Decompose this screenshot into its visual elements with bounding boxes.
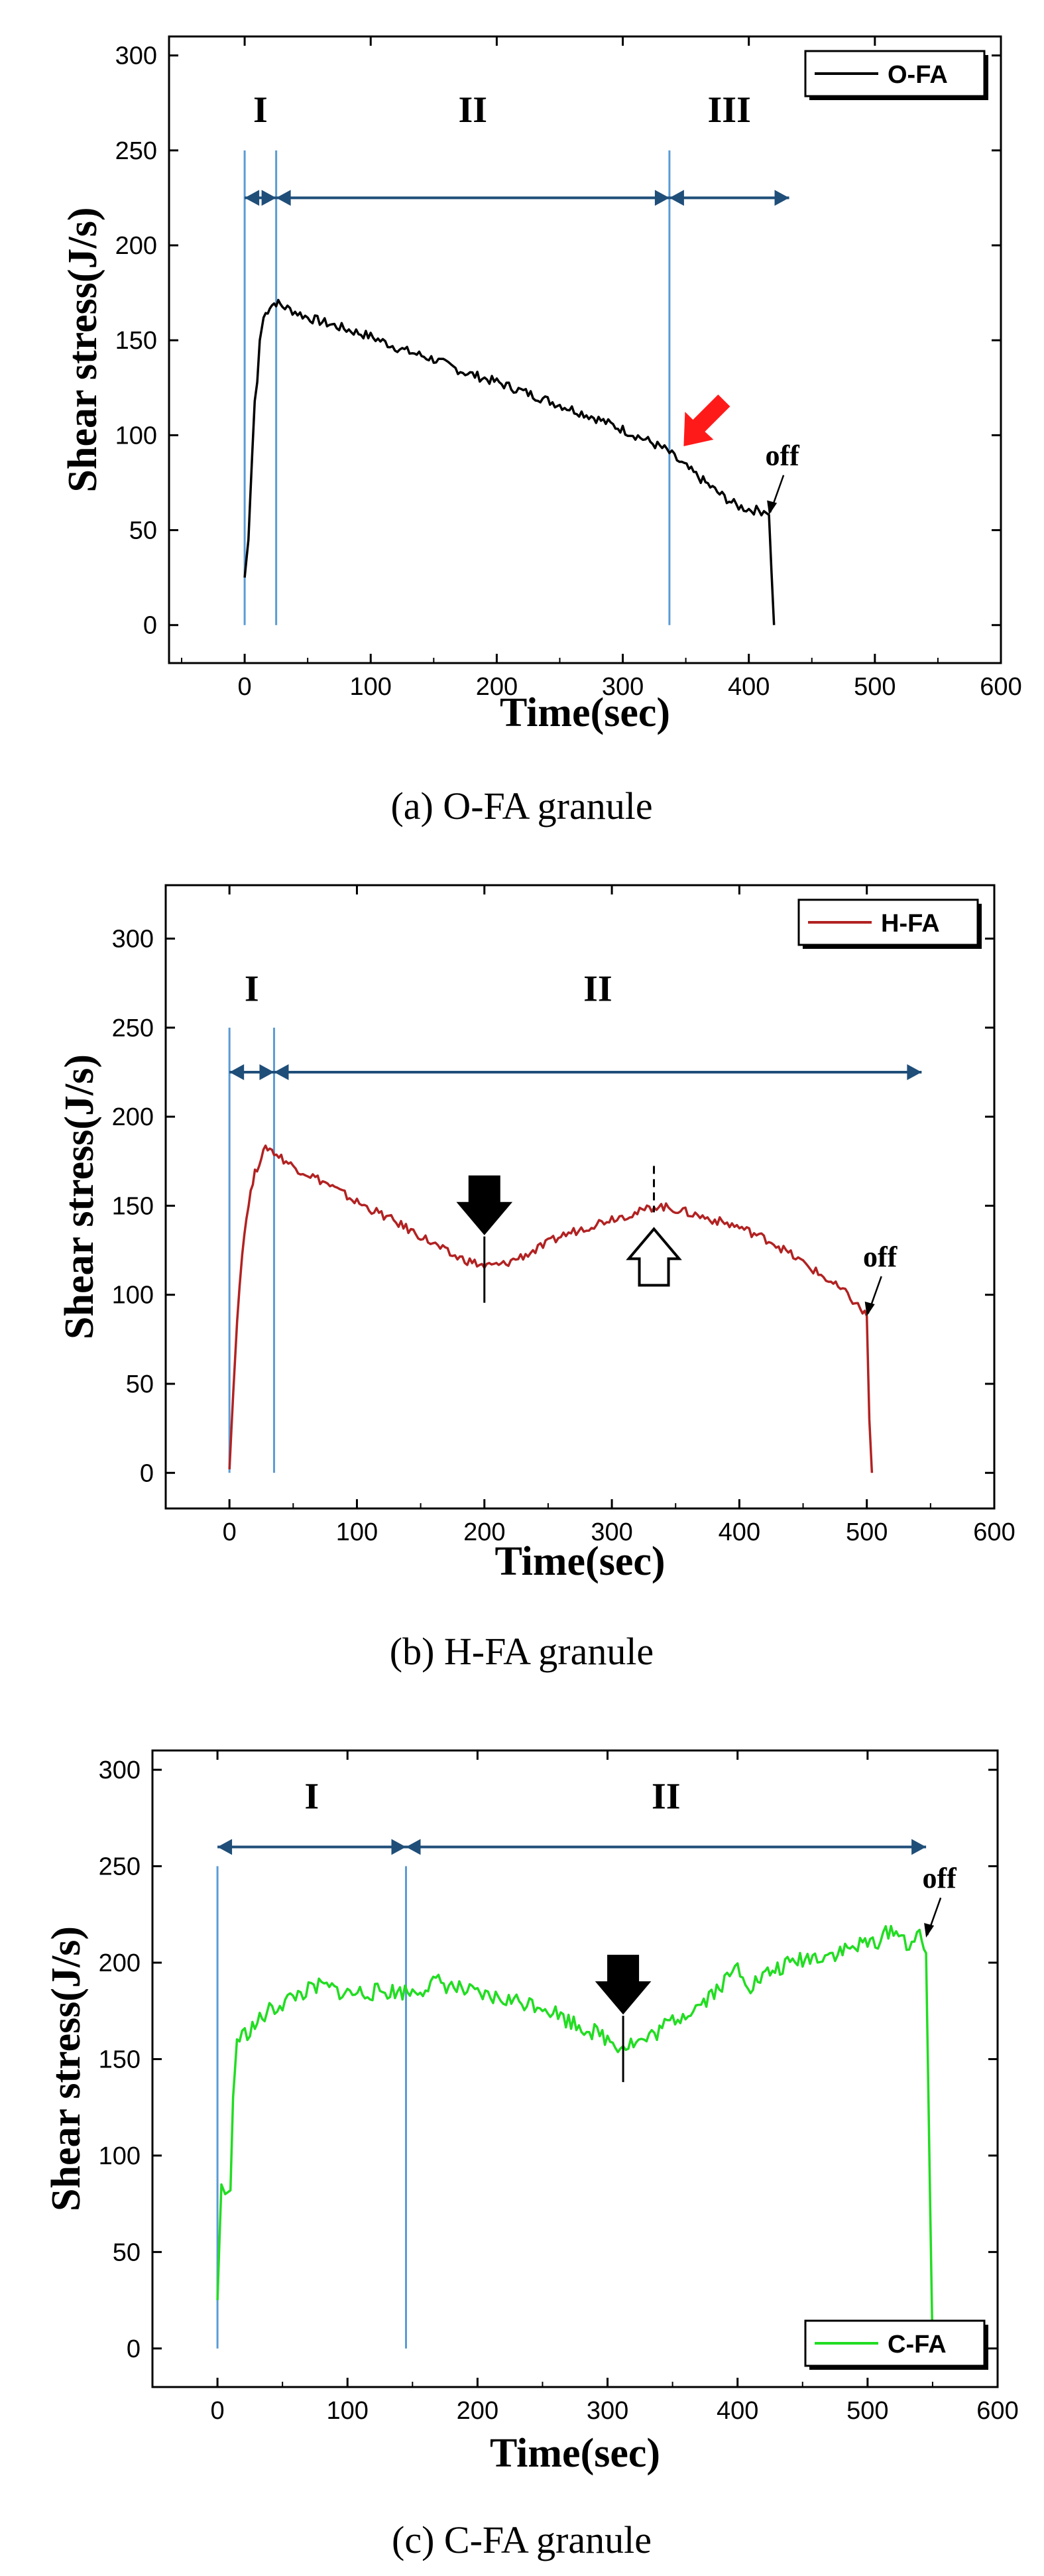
y-tick-label: 200 [99,1949,141,1977]
plot-frame [164,884,996,1510]
x-tick-label: 600 [973,1518,1015,1546]
x-tick-label: 100 [350,673,392,701]
off-pointer-head [767,500,778,515]
region-label: II [458,90,487,131]
region-arrow-head [259,1064,274,1080]
y-tick-label: 0 [127,2335,141,2363]
y-tick-label: 300 [115,42,157,70]
y-tick-label: 300 [99,1756,141,1784]
off-annotation-label: off [863,1241,898,1273]
white-arrow-up-icon [626,1227,682,1287]
y-tick-label: 150 [115,327,157,355]
y-tick-label: 50 [126,1371,154,1398]
y-axis-label: Shear stress(J/s) [60,208,105,493]
region-arrow-head [774,190,789,206]
legend-label: C-FA [888,2331,947,2359]
x-tick-label: 400 [719,1518,760,1546]
y-tick-label: 150 [112,1192,154,1220]
region-arrow-head [217,1839,233,1855]
black-arrow-down-icon [456,1175,513,1235]
region-arrow-head [669,190,684,206]
y-tick-label: 50 [113,2239,141,2266]
figure-caption: (c) C-FA granule [392,2518,652,2561]
figure-caption: (a) O-FA granule [390,784,652,828]
x-tick-label: 300 [602,673,644,701]
region-arrow-head [261,190,276,206]
region-arrow-head [391,1839,406,1855]
y-tick-label: 0 [143,612,157,640]
region-label: III [708,90,751,131]
chart-panel-a: 0 100 200 300 400 500 600050100150200250300Tim… [60,35,1022,828]
region-arrow-head [274,1064,289,1080]
black-arrow-down-icon [595,1955,652,2015]
chart-panel-c: 0 100 200 300 400 500 600 0 50 100 150 200 250 300 Tim… [44,1749,1019,2561]
legend-label: O-FA [888,61,948,89]
y-tick-label: 250 [115,137,157,165]
x-tick-label: 200 [457,2397,498,2425]
y-axis-label: Shear stress(J/s) [44,1926,89,2211]
y-tick-label: 150 [99,2046,141,2073]
region-arrow-head [276,190,291,206]
chart-panel-b: 0 100 200 300 400 500 600050100150200250300Tim… [57,884,1015,1673]
region-label: II [583,969,612,1010]
off-pointer-head [864,1301,875,1316]
x-tick-label: 500 [846,1518,888,1546]
x-tick-label: 100 [327,2397,369,2425]
y-tick-label: 100 [99,2142,141,2170]
x-tick-label: 400 [717,2397,758,2425]
y-tick-label: 100 [112,1282,154,1310]
y-tick-label: 250 [112,1014,154,1042]
region-arrow-head [654,190,669,206]
series-line-h-fa [228,1144,874,1473]
x-tick-label: 200 [476,673,518,701]
x-tick-label: 500 [854,673,896,701]
region-label: I [304,1776,319,1817]
y-tick-label: 100 [115,422,157,450]
x-tick-label: 600 [980,673,1021,701]
region-arrow-head [229,1064,245,1080]
red-arrow-icon [683,395,730,446]
x-tick-label: 300 [587,2397,628,2425]
y-tick-label: 200 [112,1103,154,1131]
x-axis-label: Time(sec) [494,1539,665,1584]
legend-label: H-FA [881,910,940,938]
x-axis-label: Time(sec) [490,2431,660,2476]
plot-frame [151,1749,999,2388]
x-tick-label: 0 [211,2397,225,2425]
x-tick-label: 100 [336,1518,378,1546]
region-arrow-head [406,1839,421,1855]
y-tick-label: 250 [99,1853,141,1881]
figure-caption: (b) H-FA granule [390,1630,654,1673]
region-label: I [253,90,268,131]
x-tick-label: 600 [976,2397,1018,2425]
legend-box [797,898,979,946]
x-tick-label: 300 [591,1518,632,1546]
x-tick-label: 500 [846,2397,888,2425]
off-annotation-label: off [922,1862,957,1894]
x-tick-label: 200 [463,1518,505,1546]
y-tick-label: 300 [112,926,154,953]
x-axis-label: Time(sec) [500,690,670,735]
y-tick-label: 200 [115,232,157,260]
x-tick-label: 400 [728,673,770,701]
region-label: I [245,969,259,1010]
off-pointer-head [924,1923,935,1938]
series-line-o-fa [243,298,776,625]
plot-frame [168,35,1002,664]
region-arrow-head [911,1839,927,1855]
x-tick-label: 0 [238,673,252,701]
x-tick-label: 0 [223,1518,237,1546]
off-annotation-label: off [765,440,800,472]
y-axis-label: Shear stress(J/s) [57,1054,102,1339]
y-tick-label: 0 [140,1459,154,1487]
y-tick-label: 50 [129,517,157,545]
series-line-c-fa [216,1925,934,2349]
region-label: II [652,1776,681,1817]
region-arrow-head [907,1064,922,1080]
region-arrow-head [245,190,260,206]
